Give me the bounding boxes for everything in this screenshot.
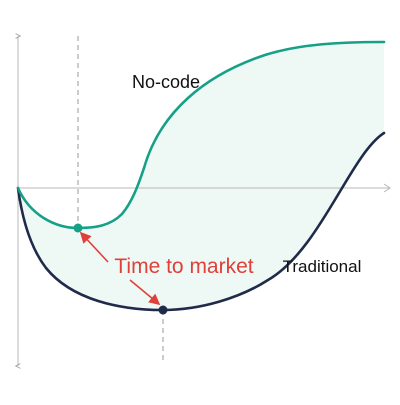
nocode-minimum-point	[73, 223, 83, 233]
traditional-curve	[16, 131, 386, 312]
time-to-market-arrow-up	[79, 231, 109, 263]
traditional-minimum-point	[158, 305, 168, 315]
time-to-market-label: Time to market	[114, 255, 253, 278]
difference-band	[18, 42, 384, 310]
time-to-market-arrow-down	[129, 279, 161, 306]
x-axis-arrowhead	[383, 183, 391, 193]
traditional-label: Traditional	[283, 257, 362, 276]
nocode-label: No-code	[132, 72, 200, 92]
